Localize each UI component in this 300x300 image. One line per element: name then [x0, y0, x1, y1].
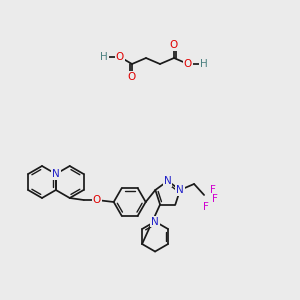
Text: O: O — [184, 59, 192, 69]
Text: F: F — [210, 185, 216, 195]
Text: O: O — [93, 195, 101, 205]
Text: N: N — [176, 185, 184, 195]
Text: F: F — [203, 202, 209, 212]
Text: N: N — [52, 169, 60, 179]
Text: N: N — [151, 217, 159, 226]
Text: O: O — [170, 40, 178, 50]
Text: O: O — [128, 72, 136, 82]
Text: H: H — [100, 52, 108, 62]
Text: N: N — [164, 176, 172, 186]
Text: O: O — [116, 52, 124, 62]
Text: H: H — [200, 59, 208, 69]
Text: F: F — [212, 194, 218, 204]
